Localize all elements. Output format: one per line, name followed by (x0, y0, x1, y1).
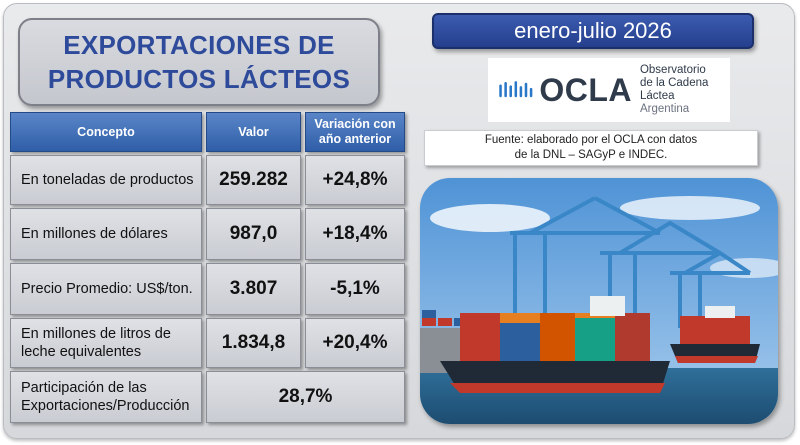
row-value: 1.834,8 (206, 318, 301, 368)
row-value: 259.282 (206, 155, 301, 205)
logo-line-3: Argentina (639, 103, 690, 115)
row-value: 987,0 (206, 208, 301, 260)
column-header-variation: Variación con año anterior (305, 112, 405, 152)
source-line-1: Fuente: elaborado por el OCLA con datos (484, 134, 698, 146)
source-note: Fuente: elaborado por el OCLA con datos … (424, 130, 758, 166)
row-concept: En millones de litros de leche equivalen… (10, 318, 202, 368)
port-scene-image (420, 178, 778, 424)
row-variation: -5,1% (305, 263, 405, 315)
logo-wordmark: OCLA (539, 71, 632, 108)
row-value: 3.807 (206, 263, 301, 315)
logo-line-2: de la Cadena Láctea (639, 77, 709, 102)
share-concept: Participación de las Exportaciones/Produ… (10, 371, 202, 423)
column-header-concept: Concepto (10, 112, 202, 152)
row-variation: +18,4% (305, 208, 405, 260)
row-concept: Precio Promedio: US$/ton. (10, 263, 202, 315)
milk-wave-icon (499, 81, 533, 98)
title-line-1: EXPORTACIONES DE (63, 30, 335, 60)
period-badge: enero-julio 2026 (432, 13, 754, 49)
logo-line-1: Observatorio (639, 64, 706, 76)
column-header-value: Valor (206, 112, 301, 152)
row-variation: +20,4% (305, 318, 405, 368)
logo-subtitle: Observatorio de la Cadena Láctea Argenti… (640, 64, 730, 116)
title-line-2: PRODUCTOS LÁCTEOS (47, 64, 351, 94)
container-ship-photo (420, 178, 778, 424)
share-value: 28,7% (206, 371, 405, 423)
title-box: EXPORTACIONES DE PRODUCTOS LÁCTEOS (18, 18, 380, 106)
row-variation: +24,8% (305, 155, 405, 205)
row-concept: En millones de dólares (10, 208, 202, 260)
ocla-logo: OCLA Observatorio de la Cadena Láctea Ar… (488, 58, 730, 122)
source-line-2: de la DNL – SAGyP e INDEC. (514, 149, 668, 161)
row-concept: En toneladas de productos (10, 155, 202, 205)
